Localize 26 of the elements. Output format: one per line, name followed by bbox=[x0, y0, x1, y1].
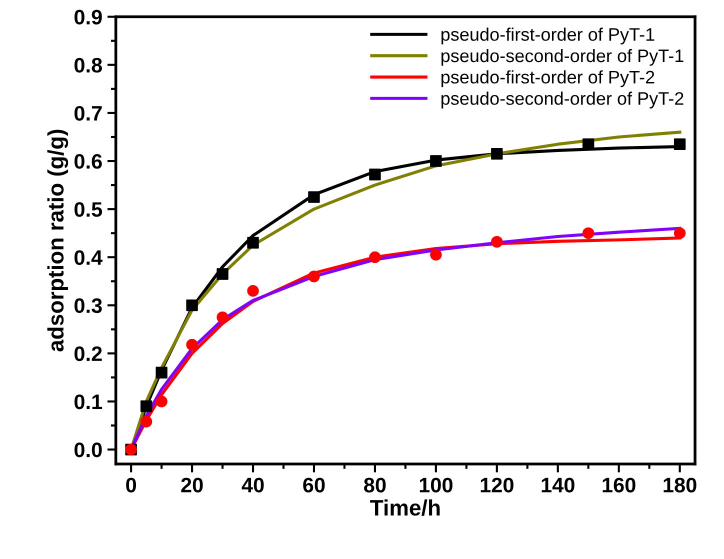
y-tick-label: 0.2 bbox=[74, 346, 102, 362]
y-tick-label: 0.7 bbox=[74, 106, 102, 121]
y-tick-label: 0.1 bbox=[74, 394, 102, 410]
y-tick-label: 0.3 bbox=[74, 298, 102, 314]
legend-label: pseudo-second-order of PyT-2 bbox=[442, 92, 684, 108]
legend-label: pseudo-second-order of PyT-1 bbox=[442, 48, 684, 66]
x-axis-title: Time/h bbox=[370, 499, 440, 516]
y-axis-title: adsorption ratio (g/g) bbox=[47, 130, 68, 352]
y-tick-label: 0.8 bbox=[74, 58, 102, 73]
x-tick-label: 0 bbox=[126, 478, 136, 492]
x-tick-label: 100 bbox=[420, 478, 452, 492]
y-tick-label: 0.5 bbox=[74, 202, 102, 217]
x-tick-label: 180 bbox=[664, 478, 696, 492]
x-tick-label: 140 bbox=[542, 478, 574, 492]
legend-label: pseudo-first-order of PyT-1 bbox=[442, 28, 654, 44]
y-tick-label: 0.6 bbox=[74, 154, 102, 169]
x-tick-label: 60 bbox=[303, 478, 325, 492]
y-tick-label: 0.9 bbox=[74, 10, 102, 25]
legend-label: pseudo-first-order of PyT-2 bbox=[442, 70, 654, 88]
x-tick-label: 120 bbox=[480, 478, 514, 492]
x-tick-label: 40 bbox=[242, 478, 264, 492]
x-tick-label: 20 bbox=[181, 478, 203, 492]
x-tick-label: 80 bbox=[364, 478, 386, 492]
y-tick-label: 0.4 bbox=[74, 250, 103, 265]
y-tick-label: 0.0 bbox=[74, 442, 102, 458]
x-tick-label: 160 bbox=[602, 478, 636, 492]
